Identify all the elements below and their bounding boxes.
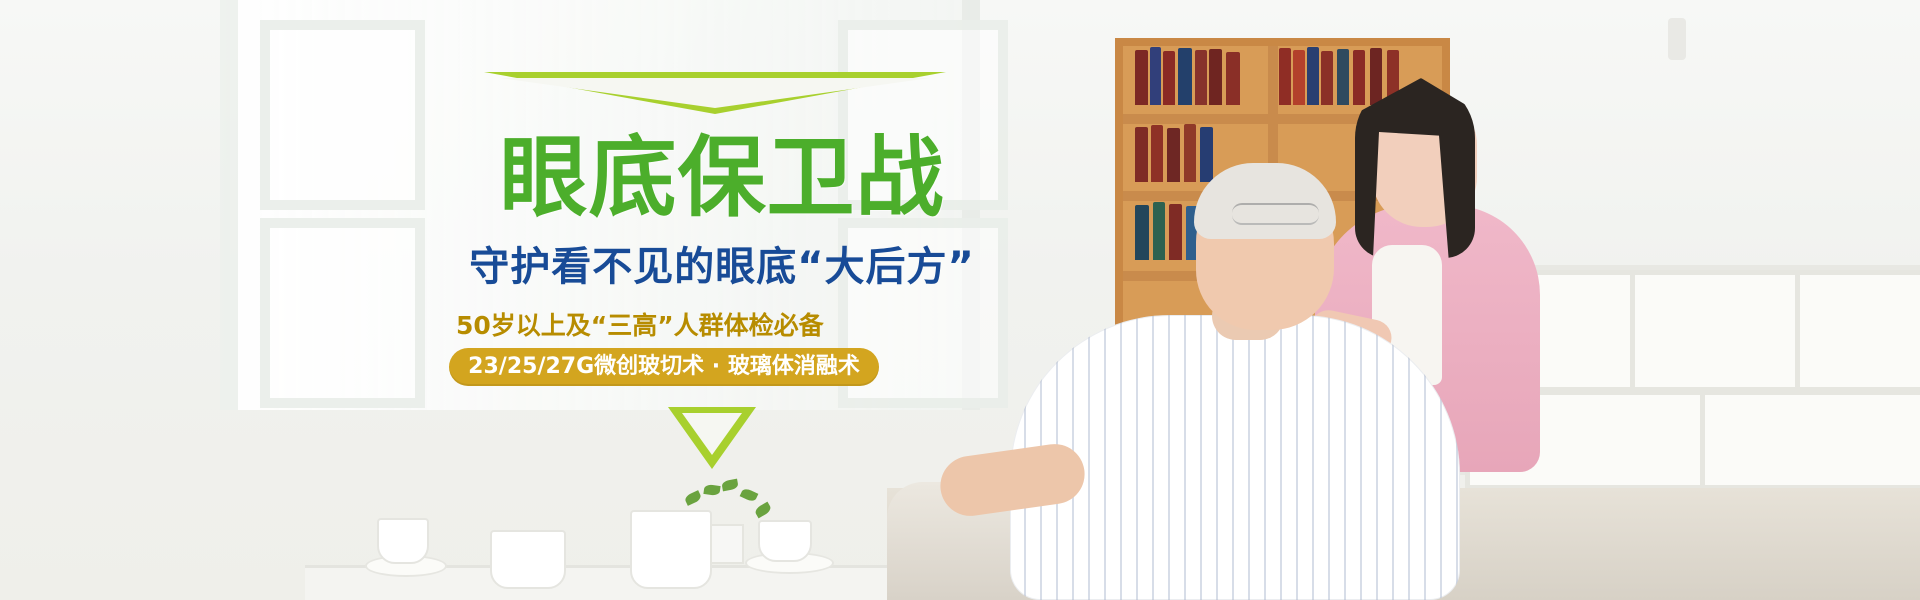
plant-pot — [710, 524, 744, 564]
book — [1150, 47, 1161, 105]
shelf-cell — [1700, 390, 1920, 490]
procedure-pill: 23/25/27G微创玻切术 · 玻璃体消融术 — [449, 348, 879, 386]
book — [1370, 48, 1382, 105]
shelf-cell — [1795, 270, 1920, 392]
book — [1353, 50, 1365, 105]
book — [1200, 127, 1213, 182]
book — [1178, 48, 1192, 105]
book — [1195, 50, 1207, 105]
book — [1293, 50, 1305, 105]
teapot — [490, 530, 566, 589]
book — [1279, 48, 1291, 105]
shelf-divider — [1123, 114, 1442, 124]
plant-leaf — [753, 501, 773, 519]
book — [1169, 204, 1182, 260]
book — [1153, 202, 1165, 260]
book — [1135, 50, 1148, 105]
teacup — [377, 518, 429, 564]
book — [1184, 124, 1196, 182]
book — [1321, 51, 1333, 105]
shelf-cell — [1630, 270, 1800, 392]
book — [1135, 127, 1148, 182]
book — [1226, 52, 1240, 105]
book — [1135, 205, 1149, 260]
book — [1151, 125, 1163, 182]
plant-leaf — [683, 490, 703, 506]
window-pane — [260, 218, 425, 408]
book — [1209, 49, 1222, 105]
teapot — [630, 510, 712, 589]
man-hair — [1194, 163, 1336, 239]
headline: 眼底保卫战 — [499, 126, 945, 229]
book — [1337, 49, 1349, 105]
book — [1167, 128, 1180, 182]
window-pane — [838, 20, 1008, 210]
book — [1387, 50, 1399, 105]
book — [1163, 51, 1175, 105]
teacup — [758, 520, 812, 562]
eyeglasses-icon — [1232, 203, 1319, 225]
background-window — [220, 0, 1008, 410]
triangle-outline-icon — [484, 72, 946, 114]
man-striped-shirt — [1010, 315, 1460, 600]
down-arrow-icon — [668, 407, 756, 469]
target-audience-text: 50岁以上及“三高”人群体检必备 — [456, 311, 824, 340]
wall-lamp — [1668, 18, 1686, 60]
banner-copy-group: 眼底保卫战 守护看不见的眼底“大后方” 50岁以上及“三高”人群体检必备 23/… — [442, 72, 1002, 492]
book — [1307, 47, 1319, 105]
subheadline: 守护看不见的眼底“大后方” — [469, 244, 975, 290]
window-pane — [260, 20, 425, 210]
